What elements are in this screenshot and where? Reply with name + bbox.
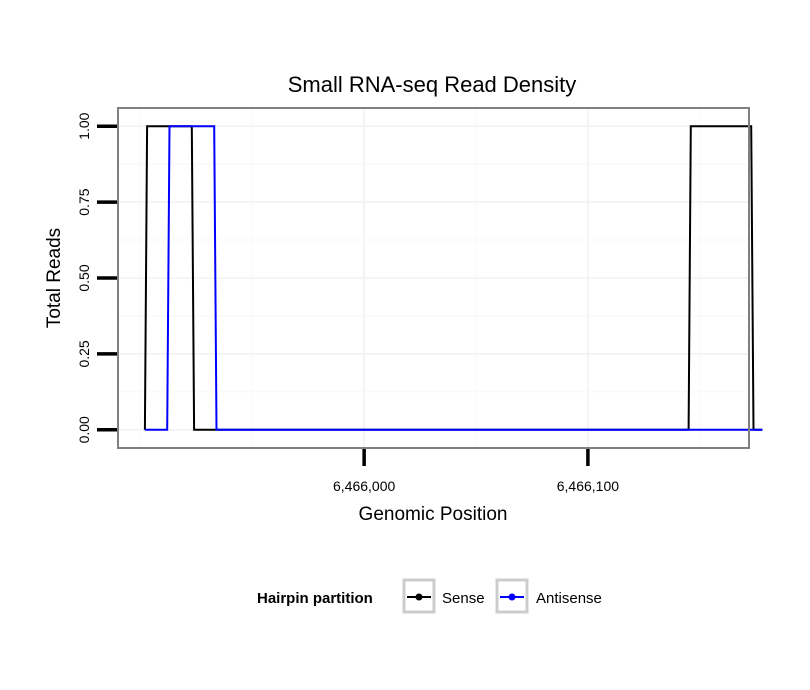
y-axis: 0.00 0.25 0.50 0.75 1.00: [76, 112, 117, 443]
legend-label-antisense: Antisense: [536, 590, 602, 607]
series-line-antisense: [144, 125, 763, 431]
legend-item-sense: Sense: [402, 578, 485, 614]
y-tick-label: 0.75: [76, 188, 92, 215]
y-tick-label: 0.25: [76, 340, 92, 367]
legend-point-sense: [415, 593, 423, 601]
x-tick-label: 6,466,000: [333, 478, 395, 494]
legend-title: Hairpin partition: [257, 590, 373, 607]
grid-lines: [118, 108, 749, 448]
x-axis: 6,466,000 6,466,100: [333, 449, 619, 494]
series-layer: [143, 125, 763, 431]
legend-label-sense: Sense: [442, 590, 485, 607]
legend: Hairpin partition Sense Antisense: [257, 578, 602, 614]
y-tick-label: 0.50: [76, 264, 92, 291]
chart-title: Small RNA-seq Read Density: [288, 72, 577, 97]
y-tick-label: 0.00: [76, 416, 92, 443]
legend-point-antisense: [508, 593, 516, 601]
plot-border: [117, 107, 750, 449]
legend-item-antisense: Antisense: [495, 578, 602, 614]
x-tick-label: 6,466,100: [557, 478, 619, 494]
y-tick-label: 1.00: [76, 112, 92, 139]
y-axis-title: Total Reads: [44, 228, 65, 328]
x-axis-title: Genomic Position: [359, 504, 508, 525]
